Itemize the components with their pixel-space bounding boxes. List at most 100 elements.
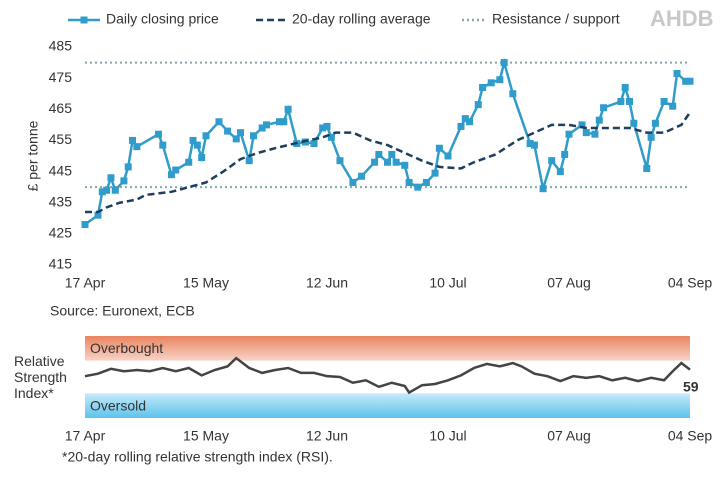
logo: AHDB [650, 6, 714, 31]
rsi-line [84, 356, 691, 395]
price-marker [202, 132, 210, 140]
y-tick-label: 435 [49, 193, 73, 209]
price-marker [556, 168, 564, 176]
y-tick-label: 485 [49, 38, 73, 54]
x-tick-label: 17 Apr [65, 428, 106, 444]
price-marker [422, 178, 430, 186]
price-marker [133, 143, 141, 151]
y-tick-label: 455 [49, 131, 73, 147]
price-marker [232, 135, 240, 143]
price-marker [319, 124, 327, 132]
x-tick-label: 15 May [183, 275, 229, 291]
series-line [84, 57, 690, 226]
price-marker [444, 152, 452, 160]
price-marker [392, 158, 400, 166]
price-marker [431, 169, 439, 177]
rsi-axis-label: Relative Strength Index* [14, 353, 67, 401]
price-marker [98, 188, 106, 196]
rsi-band [85, 336, 690, 361]
price-marker [466, 118, 474, 126]
price-marker [548, 157, 556, 165]
y-tick-label: 425 [49, 225, 73, 241]
price-marker [384, 158, 391, 166]
source: Source: Euronext, ECB [50, 303, 195, 319]
price-marker [167, 171, 175, 179]
price-marker [578, 121, 586, 129]
price-marker [349, 178, 357, 186]
price-marker [561, 150, 569, 158]
price-marker [643, 164, 651, 172]
price-marker [94, 211, 102, 219]
price-marker [336, 157, 344, 165]
price-marker [435, 144, 443, 152]
price-marker [358, 172, 366, 180]
price-marker [250, 132, 258, 140]
x-tick-label: 10 Jul [429, 275, 466, 291]
price-marker [457, 122, 465, 130]
y-tick-label: 415 [49, 256, 73, 272]
price-marker [172, 166, 180, 174]
legend-marker [80, 16, 88, 24]
legend-label: Resistance / support [492, 11, 620, 27]
price-marker [414, 183, 422, 191]
price-marker [111, 186, 119, 194]
footnote: *20-day rolling relative strength index … [62, 449, 333, 465]
price-marker [626, 98, 633, 105]
price-marker [479, 83, 487, 91]
price-marker [245, 157, 253, 165]
price-marker [185, 158, 193, 166]
y-tick-label: 445 [49, 162, 73, 178]
x-tick-label: 07 Aug [547, 275, 591, 291]
price-marker [682, 77, 690, 85]
price-marker [630, 119, 638, 127]
y-tick-label: 465 [49, 100, 73, 116]
price-marker [124, 163, 132, 171]
x-tick-label: 12 Jun [306, 275, 348, 291]
price-marker [686, 77, 694, 85]
price-marker [401, 161, 409, 169]
price-marker [120, 177, 128, 185]
price-marker [388, 150, 396, 158]
price-marker [405, 178, 413, 186]
price-marker [284, 105, 292, 113]
x-tick-label: 17 Apr [65, 275, 106, 291]
price-marker [651, 119, 659, 127]
price-marker [600, 104, 608, 112]
price-marker [496, 76, 504, 84]
price-marker [595, 116, 603, 124]
x-tick-label: 04 Sep [668, 428, 713, 444]
price-marker [617, 98, 625, 105]
price-marker [673, 69, 681, 77]
price-marker [189, 136, 197, 144]
price-marker [461, 115, 469, 123]
price-marker [198, 154, 206, 162]
price-marker [647, 133, 655, 141]
last-value-label: 59 [683, 378, 699, 394]
price-marker [539, 185, 547, 193]
price-marker [582, 129, 590, 137]
price-marker [129, 136, 137, 144]
price-marker [509, 90, 517, 98]
price-marker [487, 79, 495, 87]
price-marker [258, 124, 266, 132]
x-tick-label: 07 Aug [547, 428, 591, 444]
legend-label: 20-day rolling average [292, 11, 431, 27]
y-axis-label: £ per tonne [25, 120, 41, 191]
price-marker [159, 141, 167, 149]
price-marker [263, 121, 270, 129]
price-marker [193, 141, 201, 149]
rsi-band [85, 393, 690, 418]
price-marker [621, 83, 629, 91]
price-marker [526, 140, 534, 148]
price-marker [669, 102, 677, 110]
x-tick-label: 12 Jun [306, 428, 348, 444]
y-tick-label: 475 [49, 69, 73, 85]
price-marker [371, 158, 379, 166]
price-marker [103, 186, 111, 194]
price-marker [81, 221, 89, 229]
x-tick-label: 10 Jul [429, 428, 466, 444]
price-marker [500, 59, 508, 67]
price-marker [237, 129, 245, 137]
